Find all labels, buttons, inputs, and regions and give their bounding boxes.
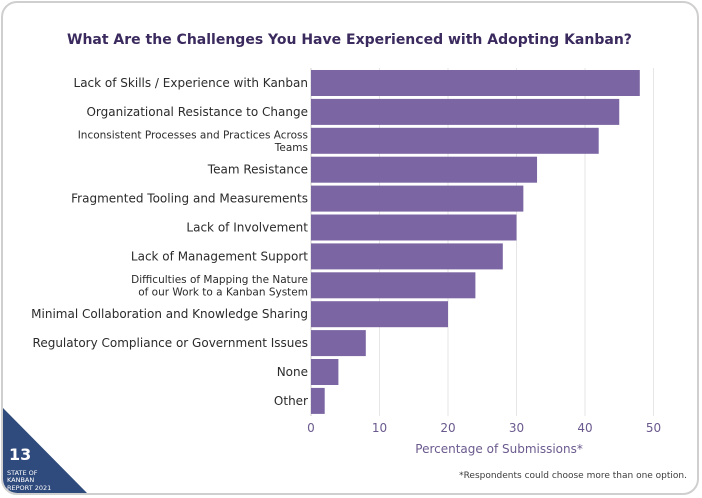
bar (311, 272, 476, 299)
x-axis-label: Percentage of Submissions* (415, 442, 583, 456)
x-tick-label: 0 (307, 421, 315, 435)
bar (311, 330, 366, 357)
category-labels: Lack of Skills / Experience with Kanban O… (31, 76, 308, 408)
category-label: Inconsistent Processes and Practices Acr… (78, 130, 308, 155)
category-label: Minimal Collaboration and Knowledge Shar… (31, 307, 308, 321)
report-label: STATE OF KANBAN REPORT 2021 (7, 468, 52, 492)
bar (311, 387, 325, 414)
bar-chart: Lack of Skills / Experience with Kanban O… (31, 68, 661, 456)
bar (311, 243, 503, 270)
chart-title: What Are the Challenges You Have Experie… (67, 32, 632, 48)
category-label: Organizational Resistance to Change (86, 105, 308, 119)
corner-triangle-shape (3, 408, 87, 493)
bar (311, 214, 517, 241)
category-label: Regulatory Compliance or Government Issu… (33, 336, 308, 350)
bar (311, 70, 640, 96)
bar-layer (311, 70, 640, 414)
bar (311, 185, 524, 212)
category-label: Lack of Involvement (186, 221, 308, 235)
grid-layer (310, 68, 654, 416)
category-label: Team Resistance (207, 163, 308, 177)
bar (311, 98, 620, 125)
category-label: Fragmented Tooling and Measurements (71, 192, 308, 206)
category-label: Lack of Management Support (131, 249, 308, 263)
page-corner-badge: 13 STATE OF KANBAN REPORT 2021 (3, 408, 89, 493)
x-tick-label: 40 (577, 421, 592, 435)
category-label: None (277, 365, 308, 379)
x-tick-labels: 0 10 20 30 40 50 (307, 421, 661, 435)
category-label: Other (274, 394, 308, 408)
category-label: Lack of Skills / Experience with Kanban (74, 76, 308, 90)
bar (311, 156, 538, 183)
bar (311, 359, 339, 385)
x-tick-label: 50 (646, 421, 661, 435)
x-tick-label: 10 (372, 421, 387, 435)
bar (311, 127, 599, 154)
x-tick-label: 20 (440, 421, 455, 435)
footnote: *Respondents could choose more than one … (459, 471, 687, 481)
bar (311, 301, 448, 328)
page-number: 13 (9, 445, 32, 464)
category-label: Difficulties of Mapping the Nature of our… (131, 274, 308, 299)
x-tick-label: 30 (509, 421, 524, 435)
